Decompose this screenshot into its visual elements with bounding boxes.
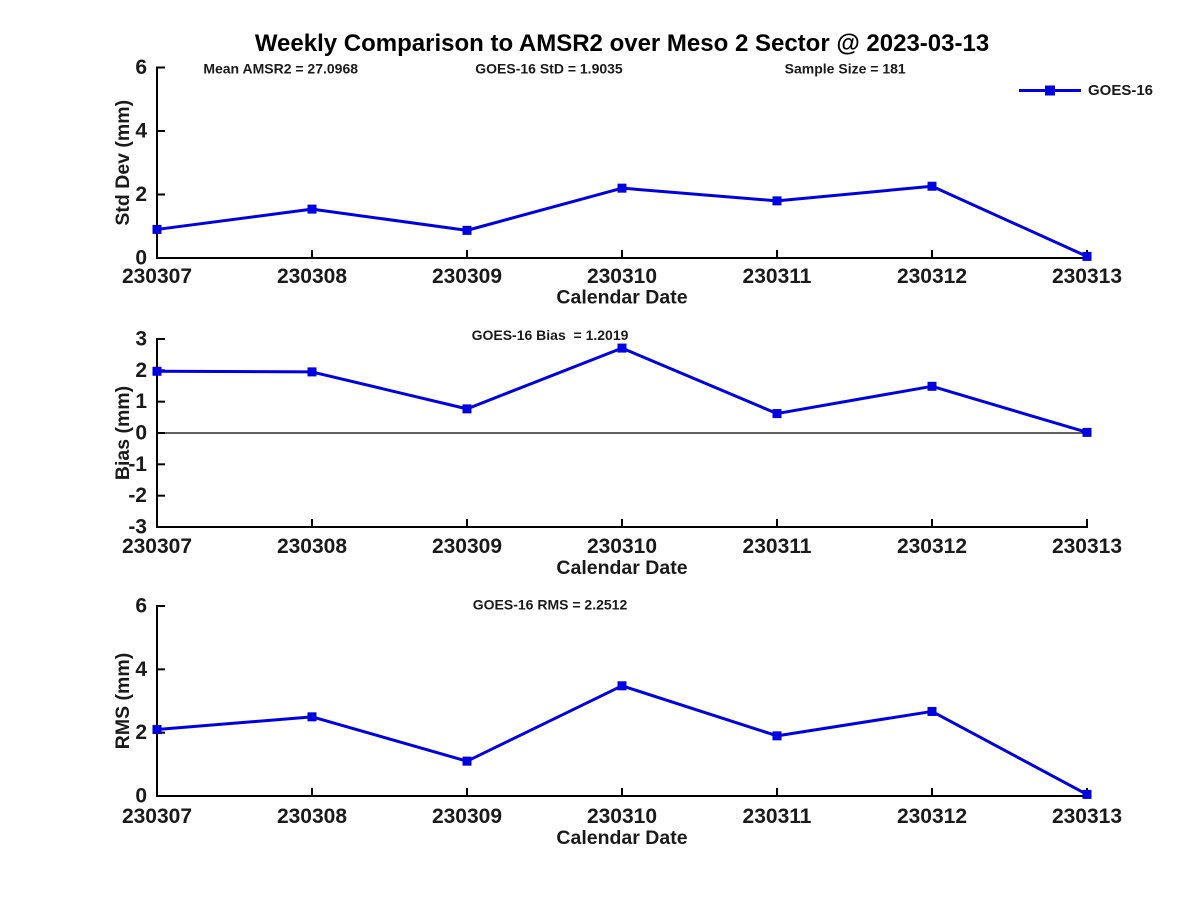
x-tick-label: 230307 <box>122 535 192 558</box>
x-tick-label: 230308 <box>277 265 347 288</box>
x-axis-label: Calendar Date <box>556 827 687 849</box>
y-axis-label: Std Dev (mm) <box>112 100 134 226</box>
y-tick-label: 2 <box>135 183 147 206</box>
data-point-marker <box>617 183 627 193</box>
y-tick-label: 4 <box>135 120 147 143</box>
y-tick-label: 3 <box>135 328 147 351</box>
data-point-marker <box>927 706 937 716</box>
data-point-marker <box>307 712 317 722</box>
legend: GOES-16 <box>1019 82 1153 99</box>
x-tick-label: 230313 <box>1052 535 1122 558</box>
data-point-marker <box>307 204 317 214</box>
y-tick-label: -3 <box>128 516 147 539</box>
x-tick-label: 230307 <box>122 265 192 288</box>
data-point-marker <box>772 196 782 206</box>
annotation-std-dev-2: Sample Size = 181 <box>785 61 906 77</box>
data-point-marker <box>307 367 317 377</box>
x-tick-label: 230312 <box>897 535 967 558</box>
x-tick-label: 230309 <box>432 265 502 288</box>
series-line-std-dev <box>156 184 1088 258</box>
data-point-marker <box>772 731 782 741</box>
data-point-marker <box>152 725 162 734</box>
x-axis-label: Calendar Date <box>556 287 687 309</box>
x-tick-label: 230312 <box>897 265 967 288</box>
data-point-marker <box>927 381 937 391</box>
legend-label: GOES-16 <box>1088 82 1153 99</box>
y-tick-label: 2 <box>135 359 147 382</box>
series-line-bias <box>156 346 1088 434</box>
x-tick-label: 230309 <box>432 805 502 828</box>
data-point-marker <box>152 366 162 376</box>
y-tick-label: 6 <box>135 56 147 79</box>
y-tick-label: 1 <box>135 390 147 413</box>
data-point-marker <box>617 681 627 691</box>
data-point-marker <box>152 224 162 234</box>
chart-title: Weekly Comparison to AMSR2 over Meso 2 S… <box>254 30 990 57</box>
y-tick-label: 4 <box>135 658 147 681</box>
x-tick-label: 230313 <box>1052 805 1122 828</box>
data-point-marker <box>1082 789 1092 799</box>
x-tick-label: 230312 <box>897 805 967 828</box>
y-tick-label: 0 <box>135 785 147 808</box>
data-point-marker <box>772 409 782 419</box>
data-point-marker <box>1082 251 1092 261</box>
x-tick-label: 230309 <box>432 535 502 558</box>
series-line-rms <box>156 684 1088 796</box>
data-point-marker <box>462 225 472 235</box>
x-tick-label: 230310 <box>587 265 657 288</box>
y-tick-label: 0 <box>135 247 147 270</box>
x-tick-label: 230311 <box>743 535 812 558</box>
x-axis-label: Calendar Date <box>556 557 687 579</box>
annotation-std-dev-0: Mean AMSR2 = 27.0968 <box>203 61 358 77</box>
annotation-rms-0: GOES-16 RMS = 2.2512 <box>473 597 628 613</box>
y-tick-label: 0 <box>135 422 147 445</box>
x-tick-label: 230313 <box>1052 265 1122 288</box>
x-tick-label: 230307 <box>122 805 192 828</box>
y-tick-label: 2 <box>135 721 147 744</box>
annotation-bias-0: GOES-16 Bias = 1.2019 <box>472 327 629 343</box>
subplot-rms: 0 2 4 6 230307 230308 230309 230310 230311 230312… <box>112 595 1122 850</box>
legend-marker <box>1045 85 1055 96</box>
y-tick-label: -2 <box>128 484 147 507</box>
x-tick-label: 230311 <box>743 265 812 288</box>
data-point-marker <box>1082 427 1092 437</box>
x-tick-label: 230311 <box>743 805 812 828</box>
x-tick-label: 230310 <box>587 805 657 828</box>
subplot-std-dev: 0 2 4 6 230307 230308 230309 230310 230311 230312… <box>112 56 1153 309</box>
x-tick-label: 230308 <box>277 535 347 558</box>
data-point-marker <box>462 404 472 414</box>
y-axis-label: RMS (mm) <box>112 653 134 749</box>
data-point-marker <box>927 181 937 191</box>
data-point-marker <box>462 756 472 766</box>
x-tick-label: 230308 <box>277 805 347 828</box>
data-point-marker <box>617 343 627 353</box>
y-tick-label: -1 <box>128 453 147 476</box>
x-tick-label: 230310 <box>587 535 657 558</box>
y-tick-label: 6 <box>135 595 147 618</box>
annotation-std-dev-1: GOES-16 StD = 1.9035 <box>475 61 623 77</box>
y-axis-label: Bias (mm) <box>112 386 134 480</box>
